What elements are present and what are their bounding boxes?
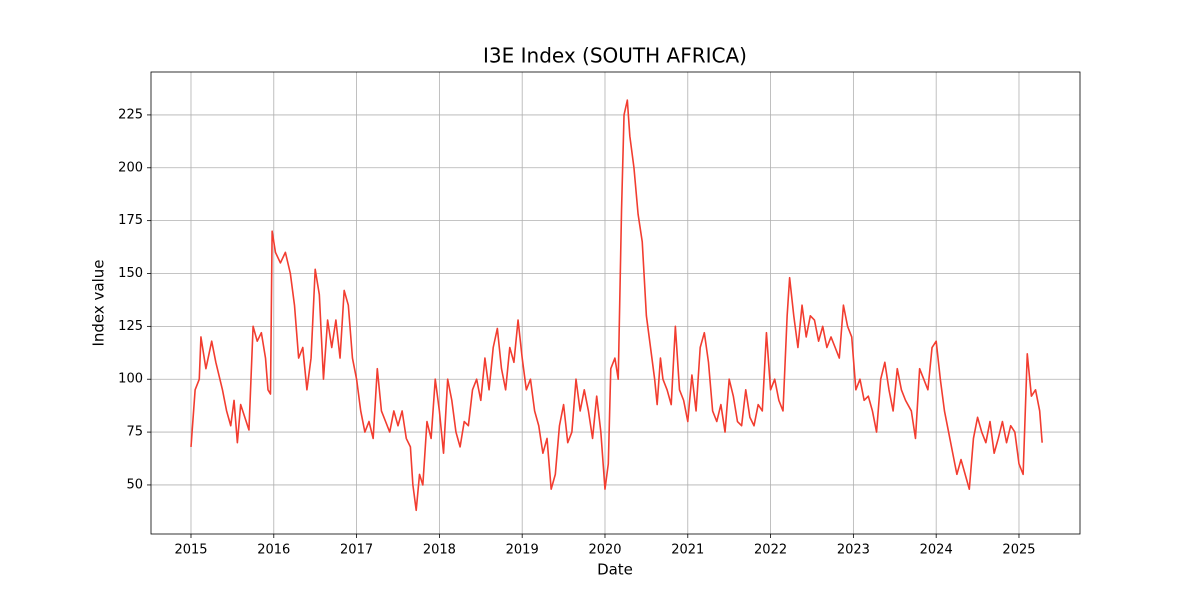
x-tick-label: 2018: [423, 543, 456, 558]
chart-title: I3E Index (SOUTH AFRICA): [483, 44, 747, 68]
y-tick-label: 200: [118, 160, 143, 175]
y-tick-label: 75: [126, 425, 143, 440]
x-tick-label: 2023: [837, 543, 870, 558]
y-tick-label: 175: [118, 213, 143, 228]
x-tick-label: 2021: [671, 543, 704, 558]
plot-frame: [150, 71, 1081, 535]
x-tick-label: 2017: [340, 543, 373, 558]
y-axis-label: Index value: [90, 259, 108, 346]
x-tick-label: 2020: [588, 543, 621, 558]
y-tick-label: 225: [118, 107, 143, 122]
x-tick-label: 2024: [920, 543, 953, 558]
x-tick-label: 2019: [506, 543, 539, 558]
y-tick-label: 125: [118, 319, 143, 334]
x-tick-label: 2022: [754, 543, 787, 558]
y-tick-label: 150: [118, 266, 143, 281]
y-tick-label: 50: [126, 477, 143, 492]
data-line: [190, 99, 1043, 512]
y-tick-label: 100: [118, 372, 143, 387]
x-tick-label: 2025: [1002, 543, 1035, 558]
x-tick-label: 2016: [257, 543, 290, 558]
x-axis-label: Date: [597, 561, 633, 579]
x-tick-label: 2015: [174, 543, 207, 558]
